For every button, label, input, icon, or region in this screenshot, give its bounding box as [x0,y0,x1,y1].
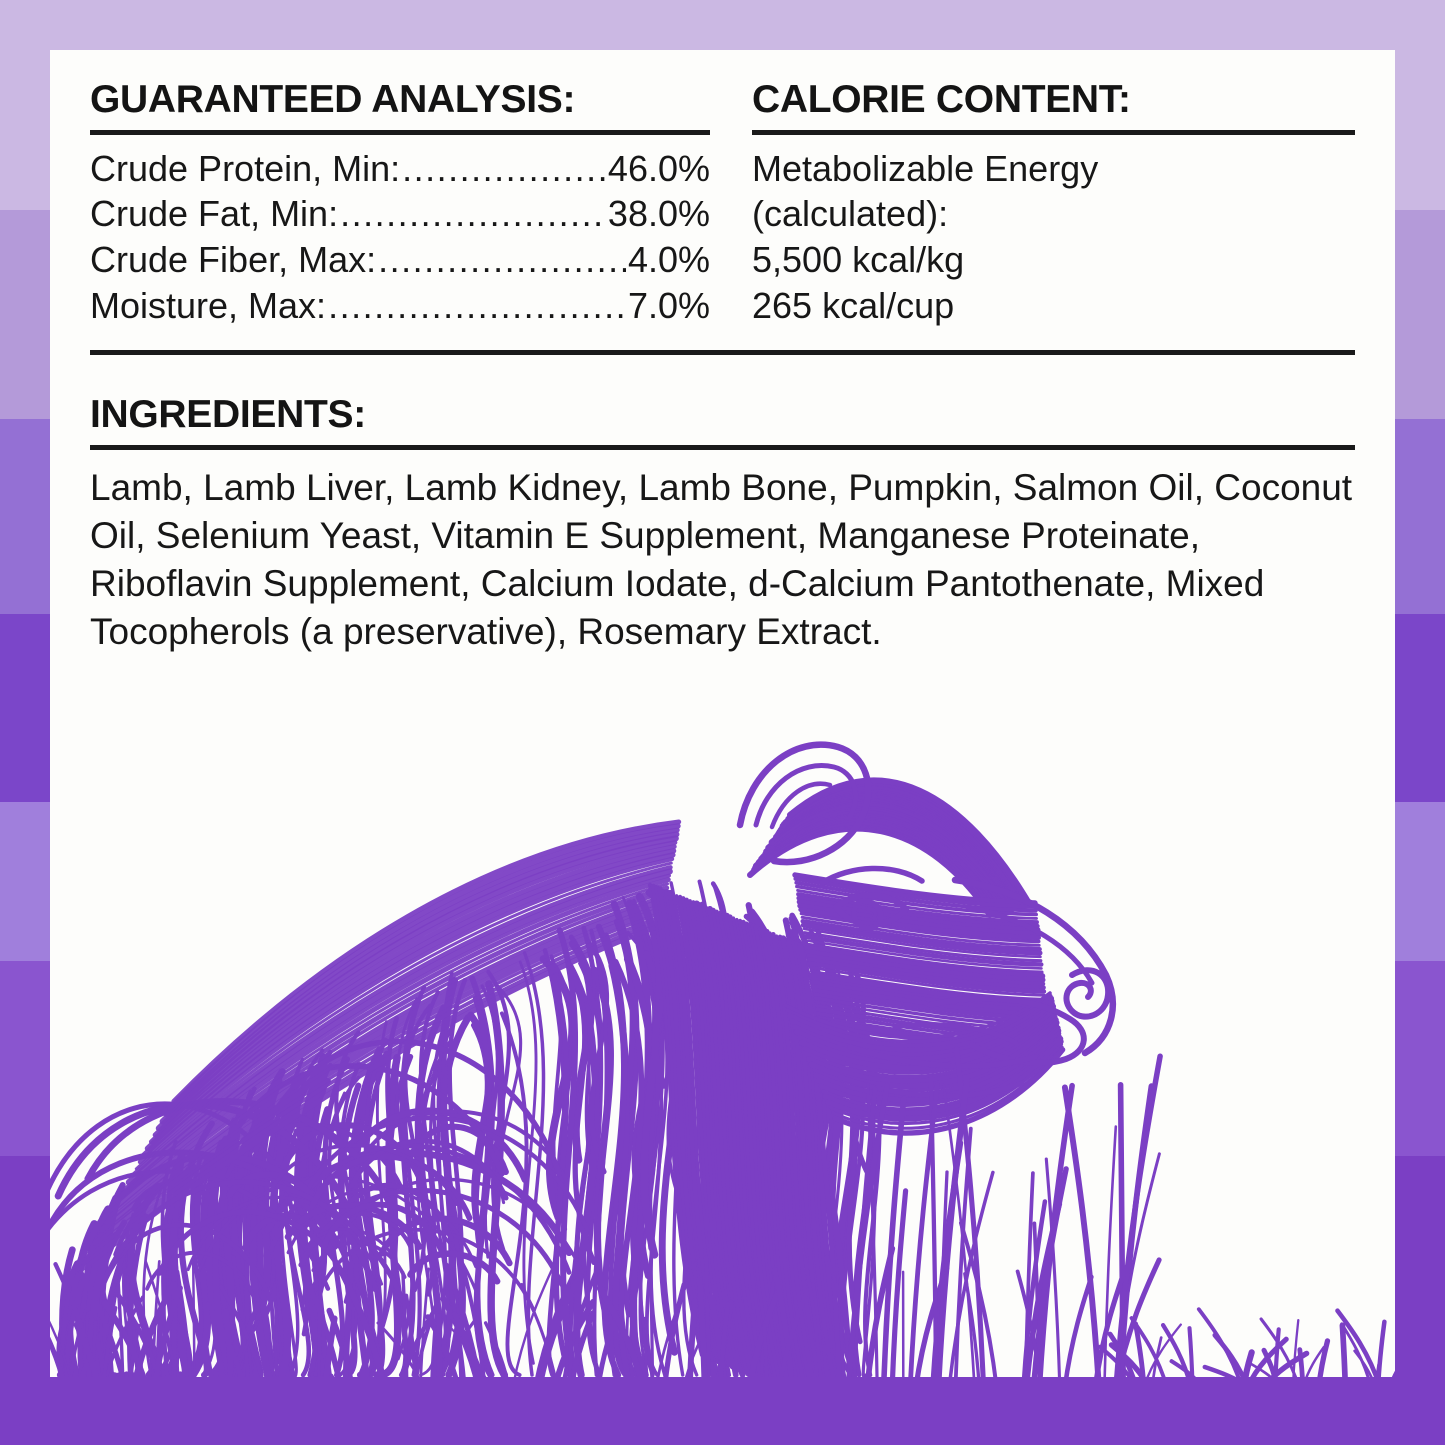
heading-rule [752,129,1355,135]
label-white-panel: GUARANTEED ANALYSIS: Crude Protein, Min:… [50,50,1395,1395]
analysis-value: 4.0% [627,239,710,280]
guaranteed-analysis-heading: GUARANTEED ANALYSIS: [90,78,576,121]
analysis-value: 46.0% [607,147,710,189]
analysis-label: Crude Protein, Min: [90,147,401,189]
calorie-content-lines: Metabolizable Energy (calculated): 5,500 k… [752,146,1355,328]
analysis-leader-dots: ........................................… [402,147,606,189]
analysis-value: 7.0% [627,284,710,326]
analysis-row: Crude Protein, Min:.....................… [90,146,710,192]
calorie-line: Metabolizable Energy [752,147,1099,189]
calorie-content-heading: CALORIE CONTENT: [752,78,1131,121]
guaranteed-analysis-section: GUARANTEED ANALYSIS: Crude Protein, Min:… [90,78,710,328]
heading-rule [90,445,1355,450]
calorie-line: (calculated): [752,193,949,235]
lamb-illustration [50,675,1395,1395]
analysis-value: 38.0% [607,193,710,235]
calorie-content-section: CALORIE CONTENT: Metabolizable Energy (ca… [752,78,1355,328]
heading-rule [90,129,710,135]
ingredients-heading: INGREDIENTS: [90,393,366,437]
calorie-line: 5,500 kcal/kg [752,239,965,280]
calorie-line: 265 kcal/cup [752,284,955,326]
analysis-leader-dots: ........................................… [340,193,606,235]
ingredients-section: INGREDIENTS: Lamb, Lamb Liver, Lamb Kidn… [90,393,1355,656]
label-content: GUARANTEED ANALYSIS: Crude Protein, Min:… [90,78,1355,656]
analysis-row: Moisture, Max:..........................… [90,283,710,329]
ingredients-text: Lamb, Lamb Liver, Lamb Kidney, Lamb Bone… [90,467,1353,653]
analysis-leader-dots: ........................................… [378,239,626,280]
top-two-column-area: GUARANTEED ANALYSIS: Crude Protein, Min:… [90,78,1355,328]
analysis-label: Moisture, Max: [90,284,327,326]
guaranteed-analysis-list: Crude Protein, Min:.....................… [90,146,710,328]
section-divider [90,350,1355,356]
analysis-row: Crude Fiber, Max:.......................… [90,237,710,283]
analysis-label: Crude Fiber, Max: [90,239,377,280]
analysis-label: Crude Fat, Min: [90,193,339,235]
ground-band [50,1377,1395,1395]
analysis-leader-dots: ........................................… [328,284,626,326]
analysis-row: Crude Fat, Min:.........................… [90,191,710,237]
